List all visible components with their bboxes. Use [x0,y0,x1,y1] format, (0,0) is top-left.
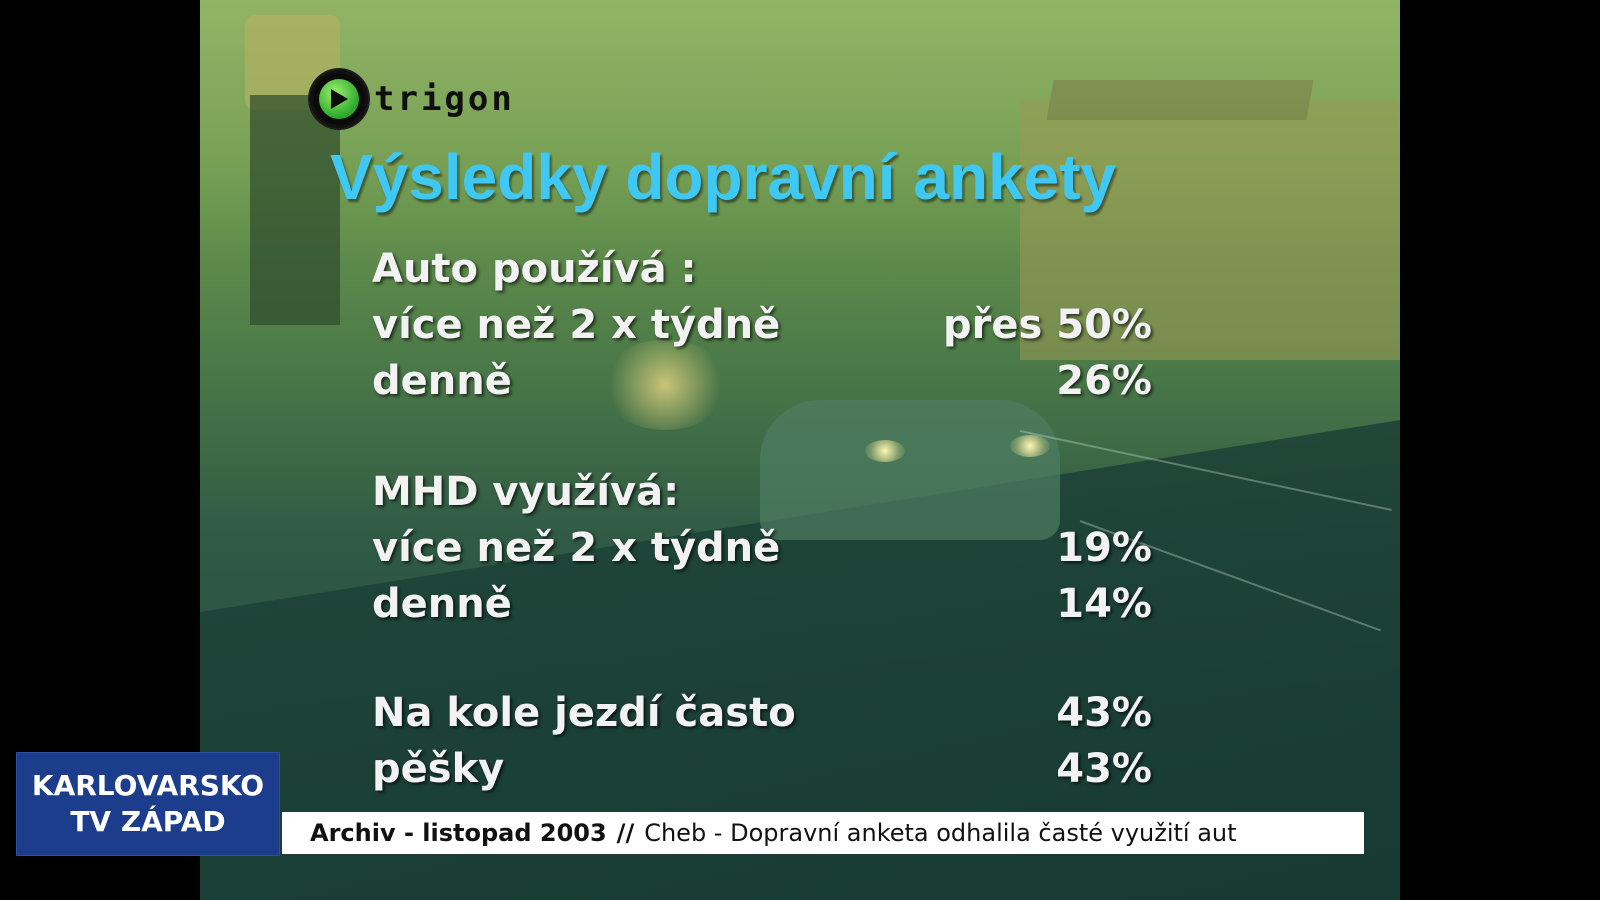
logo-text: trigon [374,79,515,119]
station-subtitle: TV ZÁPAD [70,805,226,838]
row-value: 43% [1056,746,1152,792]
survey-row: Auto používá : [372,246,1152,292]
news-ticker: Archiv - listopad 2003 // Cheb - Dopravn… [282,812,1364,854]
video-frame: trigon Výsledky dopravní ankety Auto pou… [200,0,1400,900]
survey-row: Na kole jezdí často 43% [372,690,1152,736]
row-value: 14% [1056,581,1152,627]
price-pylon [250,95,340,325]
background-building [1020,100,1400,360]
slide-title: Výsledky dopravní ankety [330,141,1117,213]
row-label: pěšky [372,746,505,792]
survey-row: MHD využívá: [372,469,1152,515]
survey-row: denně 14% [372,581,1152,627]
headlight-glow [600,340,730,430]
car [760,400,1060,540]
row-label: denně [372,358,512,404]
station-name: KARLOVARSKO [31,769,265,802]
ticker-headline: Cheb - Dopravní anketa odhalila časté vy… [644,819,1237,847]
row-label: více než 2 x týdně [372,302,781,348]
row-value: 19% [1056,525,1152,571]
headlight-left [865,440,905,462]
headlight-right [1010,435,1050,457]
row-value: 43% [1056,690,1152,736]
row-label: denně [372,581,512,627]
row-label: Na kole jezdí často [372,690,796,736]
ticker-archive-label: Archiv - listopad 2003 [310,819,607,847]
station-badge: KARLOVARSKO TV ZÁPAD [16,752,280,856]
row-label: Auto používá : [372,246,697,292]
survey-row: více než 2 x týdně přes 50% [372,302,1152,348]
play-icon [310,70,368,128]
ticker-separator: // [616,819,635,847]
row-value: přes 50% [943,302,1152,348]
row-label: MHD využívá: [372,469,680,515]
trigon-logo: trigon [310,70,515,128]
survey-row: pěšky 43% [372,746,1152,792]
row-value: 26% [1056,358,1152,404]
row-label: více než 2 x týdně [372,525,781,571]
survey-row: denně 26% [372,358,1152,404]
survey-row: více než 2 x týdně 19% [372,525,1152,571]
